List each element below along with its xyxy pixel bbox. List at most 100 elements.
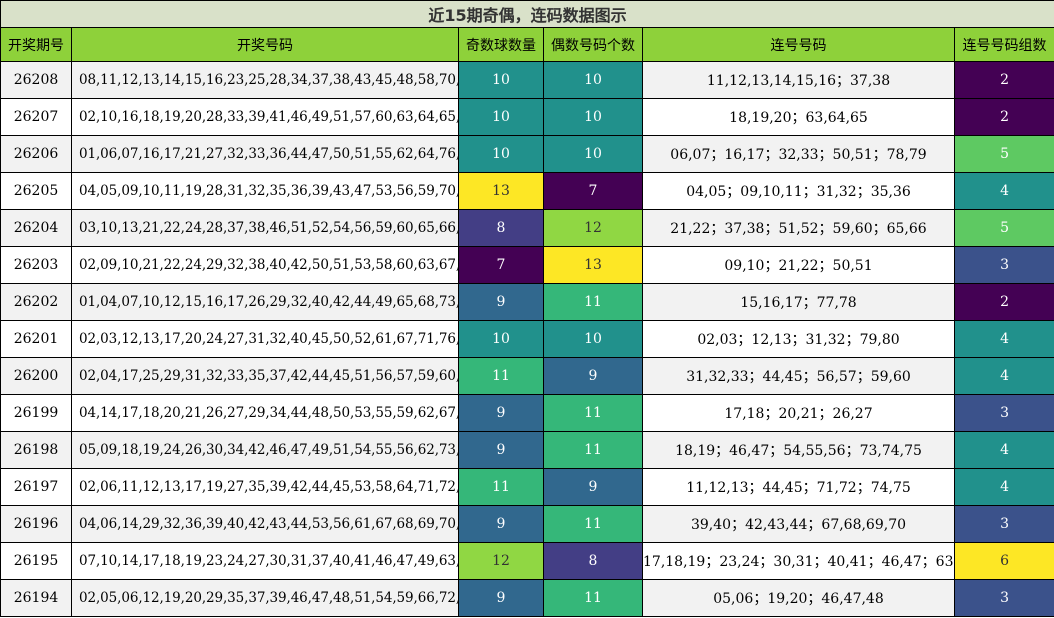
consecutive-cell: 31,32,33；44,45；56,57；59,60 — [642, 357, 955, 395]
odd-count-cell: 7 — [458, 246, 544, 284]
group-count-cell: 2 — [953, 98, 1054, 136]
header-group-count: 连号号码组数 — [953, 27, 1054, 62]
numbers-cell: 03,10,13,21,22,24,28,37,38,46,51,52,54,5… — [71, 209, 459, 247]
numbers-cell: 04,05,09,10,11,19,28,31,32,35,36,39,43,4… — [71, 172, 459, 210]
consecutive-cell: 17,18,19；23,24；30,31；40,41；46,47；63,64 — [642, 542, 955, 580]
odd-count-cell: 10 — [458, 61, 544, 99]
group-count-cell: 4 — [953, 357, 1054, 395]
period-cell: 26195 — [0, 542, 72, 580]
table-row: 26206 01,06,07,16,17,21,27,32,33,36,44,47… — [0, 135, 1054, 173]
group-count-cell: 5 — [953, 209, 1054, 247]
consecutive-cell: 11,12,13；44,45；71,72；74,75 — [642, 468, 955, 506]
period-cell: 26205 — [0, 172, 72, 210]
even-count-cell: 13 — [543, 246, 643, 284]
group-count-cell: 3 — [953, 246, 1054, 284]
table-row: 26207 02,10,16,18,19,20,28,33,39,41,46,49… — [0, 98, 1054, 136]
even-count-cell: 9 — [543, 357, 643, 395]
numbers-cell: 08,11,12,13,14,15,16,23,25,28,34,37,38,4… — [71, 61, 459, 99]
even-count-cell: 11 — [543, 579, 643, 617]
table-row: 26208 08,11,12,13,14,15,16,23,25,28,34,37… — [0, 61, 1054, 99]
even-count-cell: 11 — [543, 431, 643, 469]
numbers-cell: 04,14,17,18,20,21,26,27,29,34,44,48,50,5… — [71, 394, 459, 432]
period-cell: 26201 — [0, 320, 72, 358]
header-numbers: 开奖号码 — [71, 27, 459, 62]
period-cell: 26198 — [0, 431, 72, 469]
even-count-cell: 10 — [543, 320, 643, 358]
group-count-cell: 3 — [953, 394, 1054, 432]
period-cell: 26204 — [0, 209, 72, 247]
numbers-cell: 01,06,07,16,17,21,27,32,33,36,44,47,50,5… — [71, 135, 459, 173]
consecutive-cell: 18,19；46,47；54,55,56；73,74,75 — [642, 431, 955, 469]
table-row: 26204 03,10,13,21,22,24,28,37,38,46,51,52… — [0, 209, 1054, 247]
group-count-cell: 4 — [953, 468, 1054, 506]
table-row: 26194 02,05,06,12,19,20,29,35,37,39,46,47… — [0, 579, 1054, 617]
numbers-cell: 02,04,17,25,29,31,32,33,35,37,42,44,45,5… — [71, 357, 459, 395]
even-count-cell: 11 — [543, 394, 643, 432]
consecutive-cell: 21,22；37,38；51,52；59,60；65,66 — [642, 209, 955, 247]
consecutive-cell: 18,19,20；63,64,65 — [642, 98, 955, 136]
group-count-cell: 4 — [953, 431, 1054, 469]
table-row: 26203 02,09,10,21,22,24,29,32,38,40,42,50… — [0, 246, 1054, 284]
table-row: 26205 04,05,09,10,11,19,28,31,32,35,36,39… — [0, 172, 1054, 210]
period-cell: 26202 — [0, 283, 72, 321]
odd-count-cell: 9 — [458, 431, 544, 469]
table-row: 26198 05,09,18,19,24,26,30,34,42,46,47,49… — [0, 431, 1054, 469]
numbers-cell: 02,05,06,12,19,20,29,35,37,39,46,47,48,5… — [71, 579, 459, 617]
odd-count-cell: 10 — [458, 98, 544, 136]
consecutive-cell: 04,05；09,10,11；31,32；35,36 — [642, 172, 955, 210]
numbers-cell: 05,09,18,19,24,26,30,34,42,46,47,49,51,5… — [71, 431, 459, 469]
odd-count-cell: 12 — [458, 542, 544, 580]
period-cell: 26200 — [0, 357, 72, 395]
numbers-cell: 07,10,14,17,18,19,23,24,27,30,31,37,40,4… — [71, 542, 459, 580]
odd-count-cell: 9 — [458, 505, 544, 543]
consecutive-cell: 11,12,13,14,15,16；37,38 — [642, 61, 955, 99]
group-count-cell: 4 — [953, 320, 1054, 358]
period-cell: 26207 — [0, 98, 72, 136]
even-count-cell: 9 — [543, 468, 643, 506]
consecutive-cell: 15,16,17；77,78 — [642, 283, 955, 321]
consecutive-cell: 09,10；21,22；50,51 — [642, 246, 955, 284]
odd-count-cell: 9 — [458, 394, 544, 432]
even-count-cell: 7 — [543, 172, 643, 210]
group-count-cell: 4 — [953, 172, 1054, 210]
period-cell: 26197 — [0, 468, 72, 506]
even-count-cell: 8 — [543, 542, 643, 580]
numbers-cell: 02,10,16,18,19,20,28,33,39,41,46,49,51,5… — [71, 98, 459, 136]
table-row: 26201 02,03,12,13,17,20,24,27,31,32,40,45… — [0, 320, 1054, 358]
numbers-cell: 02,03,12,13,17,20,24,27,31,32,40,45,50,5… — [71, 320, 459, 358]
period-cell: 26194 — [0, 579, 72, 617]
group-count-cell: 3 — [953, 505, 1054, 543]
odd-count-cell: 9 — [458, 579, 544, 617]
odd-count-cell: 10 — [458, 135, 544, 173]
numbers-cell: 04,06,14,29,32,36,39,40,42,43,44,53,56,6… — [71, 505, 459, 543]
even-count-cell: 11 — [543, 283, 643, 321]
header-even-count: 偶数号码个数 — [543, 27, 643, 62]
group-count-cell: 5 — [953, 135, 1054, 173]
period-cell: 26206 — [0, 135, 72, 173]
numbers-cell: 01,04,07,10,12,15,16,17,26,29,32,40,42,4… — [71, 283, 459, 321]
odd-count-cell: 11 — [458, 468, 544, 506]
period-cell: 26199 — [0, 394, 72, 432]
header-odd-count: 奇数球数量 — [458, 27, 544, 62]
consecutive-cell: 02,03；12,13；31,32；79,80 — [642, 320, 955, 358]
table-title: 近15期奇偶，连码数据图示 — [0, 0, 1054, 28]
numbers-cell: 02,06,11,12,13,17,19,27,35,39,42,44,45,5… — [71, 468, 459, 506]
group-count-cell: 2 — [953, 283, 1054, 321]
table-row: 26196 04,06,14,29,32,36,39,40,42,43,44,53… — [0, 505, 1054, 543]
consecutive-cell: 17,18；20,21；26,27 — [642, 394, 955, 432]
header-period: 开奖期号 — [0, 27, 72, 62]
consecutive-cell: 06,07；16,17；32,33；50,51；78,79 — [642, 135, 955, 173]
period-cell: 26196 — [0, 505, 72, 543]
even-count-cell: 10 — [543, 98, 643, 136]
numbers-cell: 02,09,10,21,22,24,29,32,38,40,42,50,51,5… — [71, 246, 459, 284]
consecutive-cell: 39,40；42,43,44；67,68,69,70 — [642, 505, 955, 543]
odd-count-cell: 8 — [458, 209, 544, 247]
header-consecutive: 连号号码 — [642, 27, 955, 62]
even-count-cell: 12 — [543, 209, 643, 247]
odd-count-cell: 9 — [458, 283, 544, 321]
table-row: 26195 07,10,14,17,18,19,23,24,27,30,31,37… — [0, 542, 1054, 580]
group-count-cell: 2 — [953, 61, 1054, 99]
odd-count-cell: 13 — [458, 172, 544, 210]
consecutive-cell: 05,06；19,20；46,47,48 — [642, 579, 955, 617]
